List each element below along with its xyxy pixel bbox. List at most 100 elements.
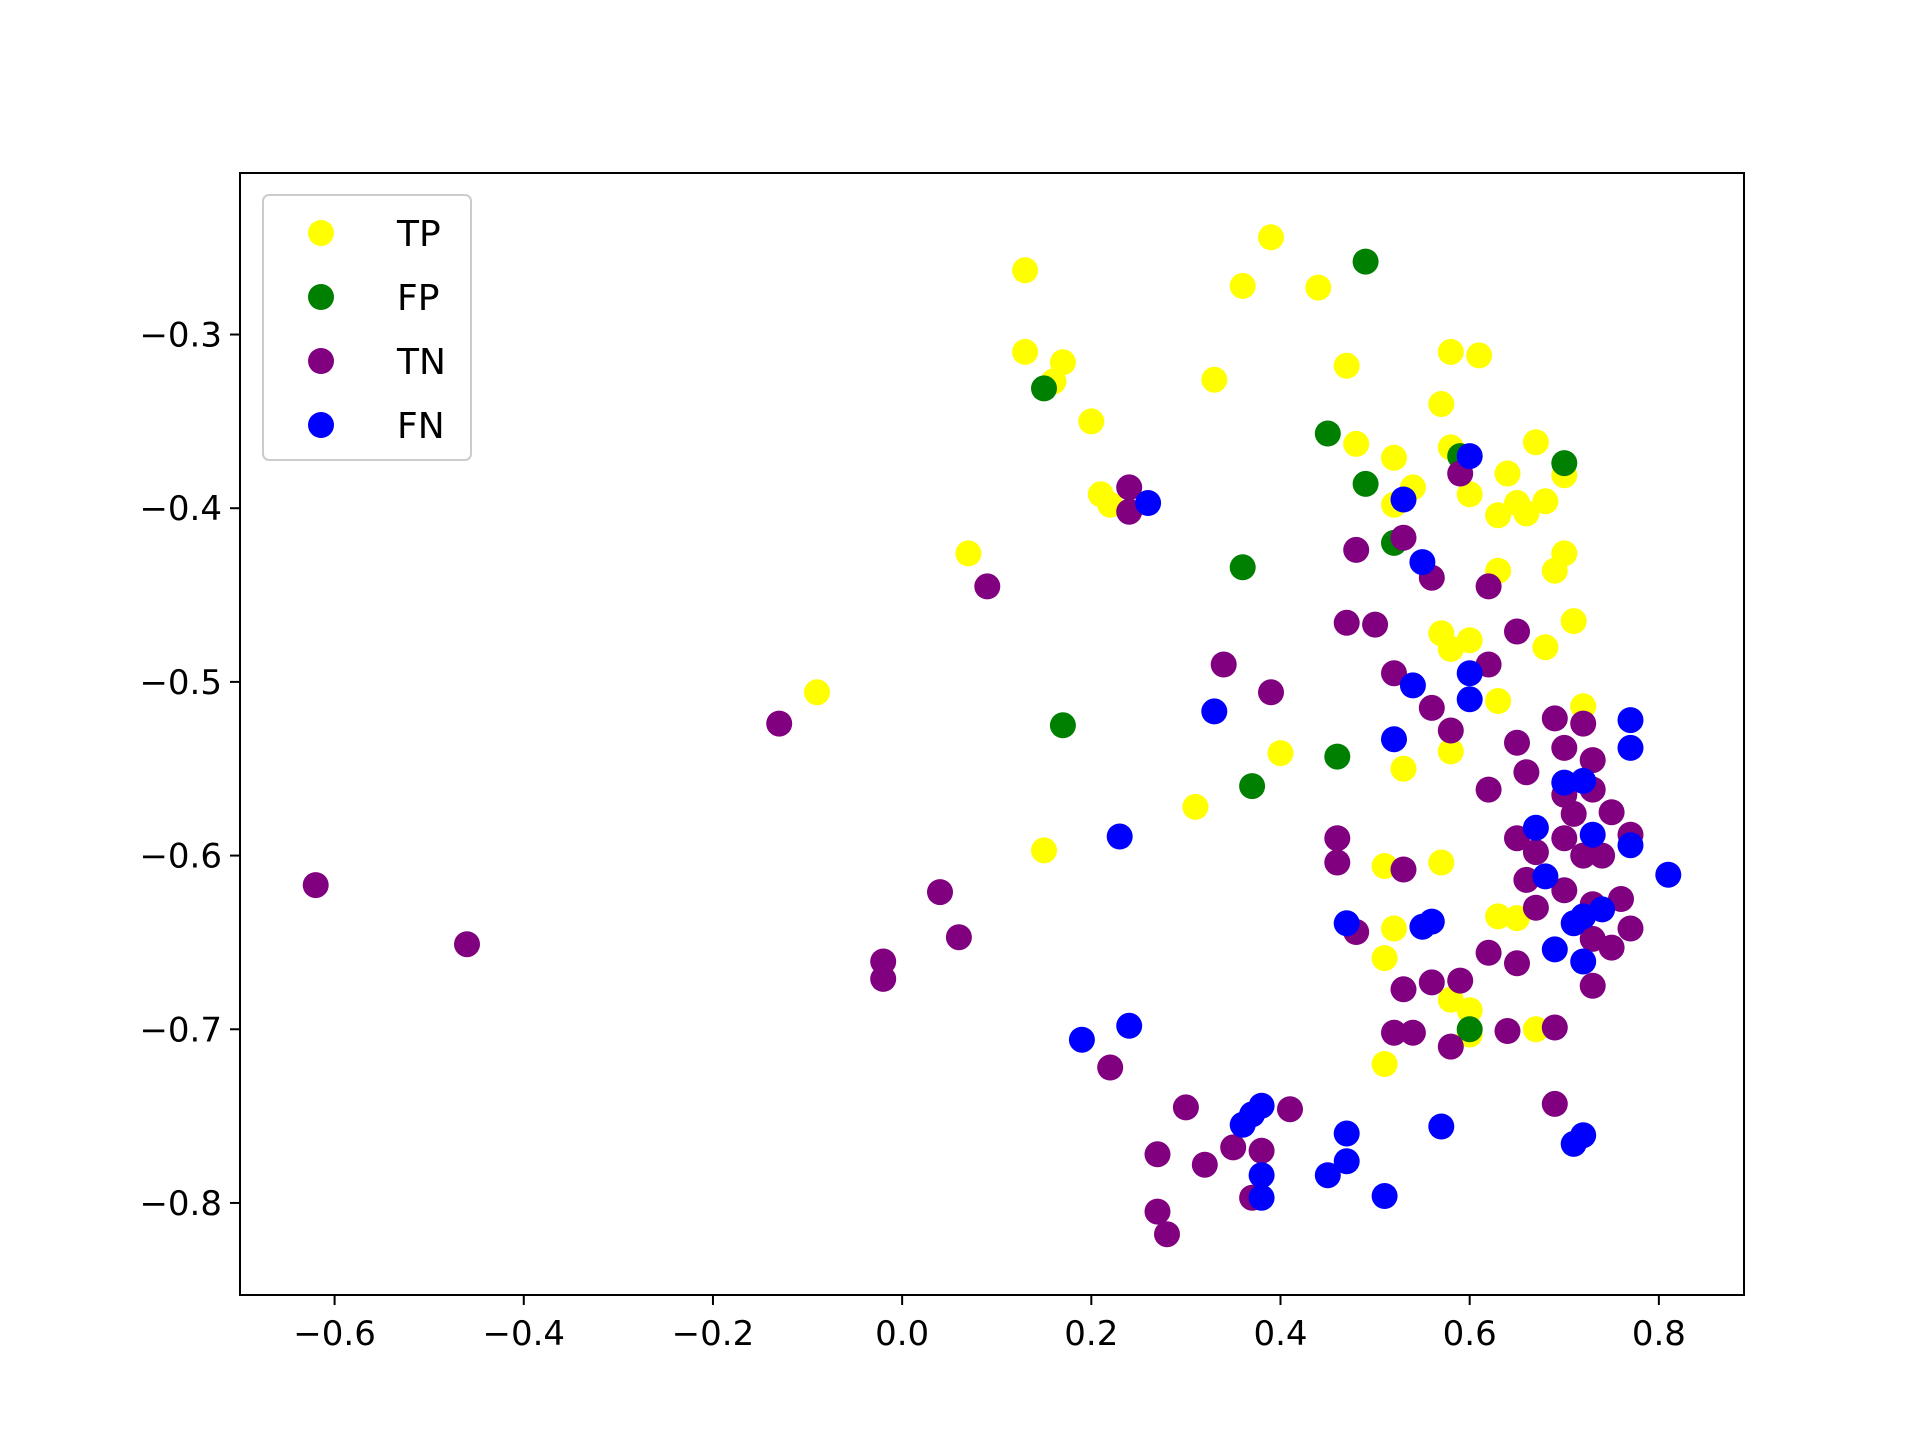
point-tn-26 (1560, 800, 1587, 827)
point-fn-35 (1570, 1122, 1597, 1149)
point-tn-67 (1541, 1090, 1568, 1117)
point-tn-62 (1494, 1018, 1521, 1044)
point-tp-26 (1513, 500, 1540, 527)
x-tick-label: 0.0 (875, 1314, 929, 1354)
point-fn-40 (1371, 1183, 1398, 1209)
y-axis: −0.3 −0.4 −0.5 −0.6 −0.7 −0.8 (139, 316, 240, 1224)
point-tp-41 (1390, 755, 1417, 782)
legend: TP FP TN FN (262, 194, 472, 461)
legend-label-tn: TN (396, 342, 446, 383)
point-tn-35 (1589, 842, 1616, 869)
point-fn-32 (1333, 1120, 1360, 1147)
point-tn-63 (1541, 1014, 1568, 1041)
point-tp-28 (955, 540, 982, 567)
point-tp-55 (1371, 1051, 1398, 1077)
point-tp-3 (1305, 274, 1332, 301)
point-tn-70 (1220, 1134, 1247, 1161)
x-tick-label: 0.6 (1443, 1314, 1497, 1354)
point-tn-54 (870, 965, 897, 992)
point-tn-71 (1248, 1137, 1275, 1164)
point-tp-11 (1078, 408, 1105, 435)
point-tp-0 (1012, 257, 1039, 284)
point-fn-17 (1655, 861, 1682, 888)
point-fp-0 (1352, 248, 1379, 275)
point-tn-22 (1579, 747, 1606, 774)
point-tp-17 (1494, 460, 1521, 487)
point-tn-9 (1362, 611, 1389, 638)
point-fn-16 (1106, 823, 1133, 850)
legend-marker-fn (308, 412, 334, 438)
point-tn-33 (1551, 825, 1578, 852)
point-fn-1 (1135, 490, 1162, 516)
legend-marker-fp (308, 284, 334, 310)
data-points-layer (302, 224, 1682, 1248)
point-tp-24 (1485, 502, 1512, 529)
point-tp-52 (1456, 997, 1483, 1024)
x-tick-label: 0.8 (1632, 1314, 1686, 1354)
point-tp-16 (1522, 429, 1549, 456)
point-fp-10 (1239, 773, 1266, 800)
x-tick-label: 0.4 (1253, 1314, 1307, 1354)
point-fn-27 (1068, 1026, 1095, 1053)
legend-box (262, 194, 472, 461)
point-tn-44 (927, 879, 953, 906)
point-tp-35 (1532, 634, 1559, 661)
y-tick-label: −0.8 (139, 1184, 222, 1224)
point-tp-8 (1333, 352, 1360, 379)
point-fp-2 (1314, 420, 1341, 447)
y-tick-label: −0.3 (139, 316, 222, 356)
point-tp-2 (1229, 272, 1256, 299)
point-fn-9 (1617, 707, 1644, 734)
point-tn-68 (1144, 1141, 1171, 1168)
point-tp-37 (804, 679, 830, 706)
point-tn-61 (1437, 1033, 1464, 1060)
point-fn-0 (1456, 443, 1483, 470)
point-tp-43 (1182, 793, 1209, 820)
point-tn-60 (1399, 1019, 1426, 1046)
point-tn-59 (1381, 1019, 1407, 1046)
point-tp-50 (1371, 945, 1398, 972)
point-tp-48 (1485, 903, 1512, 930)
point-tp-34 (1456, 627, 1483, 654)
legend-label-tp: TP (396, 214, 441, 255)
point-tn-48 (1475, 939, 1502, 966)
point-fn-5 (1456, 660, 1483, 687)
x-tick-label: 0.2 (1064, 1314, 1118, 1354)
point-fn-37 (1248, 1184, 1275, 1211)
point-fn-12 (1570, 767, 1597, 794)
point-fn-13 (1522, 814, 1549, 841)
point-fn-3 (1409, 549, 1436, 576)
point-fn-19 (1333, 910, 1360, 937)
point-tn-14 (1258, 679, 1284, 706)
plot-area-frame (239, 172, 1745, 1296)
point-tn-6 (974, 573, 1001, 600)
point-tn-55 (1390, 976, 1417, 1003)
point-fn-28 (1116, 1012, 1143, 1039)
point-tn-34 (1570, 842, 1597, 869)
point-fn-31 (1248, 1092, 1275, 1119)
y-tick-label: −0.6 (139, 837, 222, 877)
point-tn-69 (1191, 1151, 1218, 1178)
point-tn-46 (945, 924, 972, 951)
point-tn-12 (1381, 660, 1407, 687)
point-tn-57 (1447, 967, 1474, 994)
point-tn-8 (1333, 609, 1360, 636)
point-tp-46 (1428, 849, 1455, 876)
point-tn-49 (1504, 950, 1530, 977)
point-tp-14 (1428, 391, 1455, 417)
point-tp-12 (1343, 430, 1370, 457)
point-tn-28 (1598, 799, 1625, 826)
point-fp-8 (1049, 712, 1076, 739)
point-tp-7 (1201, 366, 1228, 393)
point-tn-56 (1418, 969, 1445, 996)
point-fp-3 (1352, 470, 1379, 497)
point-tn-3 (1343, 536, 1370, 563)
point-fn-11 (1551, 769, 1578, 796)
point-fn-38 (1314, 1162, 1341, 1189)
point-tp-4 (1012, 338, 1039, 365)
point-tn-45 (454, 931, 480, 958)
point-fn-36 (1248, 1162, 1275, 1189)
point-tn-15 (766, 710, 793, 737)
point-tn-30 (1324, 849, 1351, 876)
